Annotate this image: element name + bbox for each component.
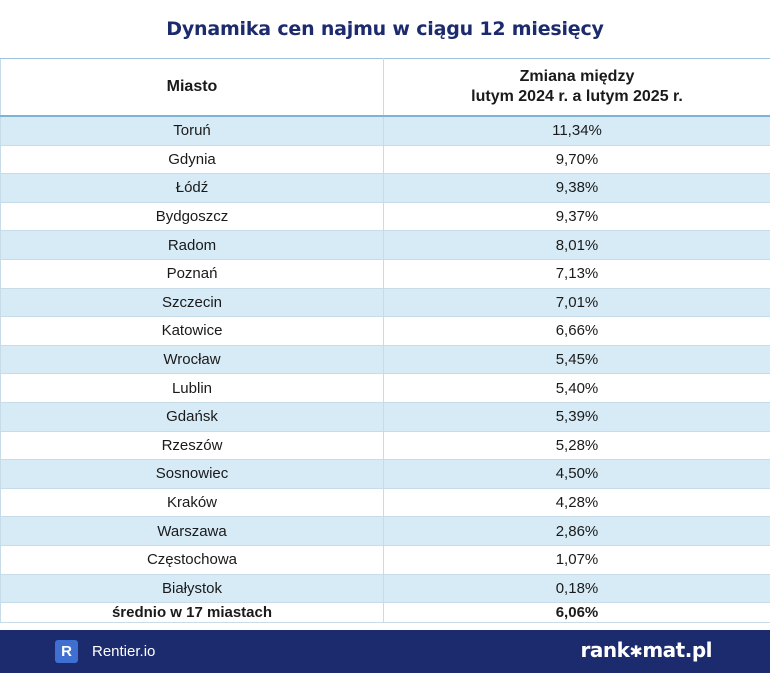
city-cell: Białystok	[0, 573, 384, 604]
change-cell: 0,18%	[383, 573, 770, 604]
header-city: Miasto	[0, 58, 384, 117]
city-cell: Warszawa	[0, 516, 384, 546]
change-cell: 9,70%	[383, 144, 770, 175]
city-cell: Poznań	[0, 258, 384, 289]
table-row: Wrocław 5,45%	[0, 344, 770, 375]
header-change: Zmiana między lutym 2024 r. a lutym 2025…	[383, 58, 770, 117]
header-change-line2: lutym 2024 r. a lutym 2025 r.	[471, 88, 683, 105]
change-cell: 5,28%	[383, 430, 770, 461]
table-row: Lublin 5,40%	[0, 373, 770, 403]
table-row: Gdynia 9,70%	[0, 144, 770, 175]
city-cell: Łódź	[0, 173, 384, 203]
city-cell: Rzeszów	[0, 430, 384, 461]
city-cell: Kraków	[0, 487, 384, 518]
table-row: Szczecin 7,01%	[0, 287, 770, 318]
change-cell: 5,39%	[383, 401, 770, 432]
footer-bar: R Rentier.io rank✱mat.pl	[0, 630, 770, 673]
change-cell: 9,37%	[383, 201, 770, 232]
average-row: średnio w 17 miastach 6,06%	[0, 602, 770, 624]
rankomat-logo-right: mat.pl	[642, 638, 712, 662]
change-cell: 5,40%	[383, 373, 770, 403]
change-cell: 7,01%	[383, 287, 770, 318]
change-cell: 1,07%	[383, 544, 770, 575]
change-cell: 6,66%	[383, 316, 770, 346]
table-row: Poznań 7,13%	[0, 258, 770, 289]
chart-title: Dynamika cen najmu w ciągu 12 miesięcy	[166, 18, 604, 40]
city-cell: Radom	[0, 230, 384, 260]
rentier-logo-icon: R	[55, 640, 78, 663]
rent-change-table: Miasto Zmiana między lutym 2024 r. a lut…	[0, 58, 770, 624]
city-cell: Szczecin	[0, 287, 384, 318]
rankomat-logo: rank✱mat.pl	[580, 638, 713, 662]
rankomat-logo-left: rank	[580, 638, 630, 662]
table-header-row: Miasto Zmiana między lutym 2024 r. a lut…	[0, 58, 770, 117]
city-cell: Wrocław	[0, 344, 384, 375]
table-row: Gdańsk 5,39%	[0, 401, 770, 432]
star-icon: ✱	[629, 642, 643, 661]
table-row: Białystok 0,18%	[0, 573, 770, 604]
city-cell: Lublin	[0, 373, 384, 403]
city-cell: Katowice	[0, 316, 384, 346]
city-cell: Gdańsk	[0, 401, 384, 432]
city-cell: Częstochowa	[0, 544, 384, 575]
table-row: Kraków 4,28%	[0, 487, 770, 518]
change-cell: 9,38%	[383, 173, 770, 203]
table-row: Rzeszów 5,28%	[0, 430, 770, 461]
city-cell: Bydgoszcz	[0, 201, 384, 232]
source-label: Rentier.io	[92, 643, 156, 660]
city-cell: Toruń	[0, 115, 384, 146]
table-row: Radom 8,01%	[0, 230, 770, 260]
header-change-line1: Zmiana między	[519, 68, 635, 85]
table-row: Katowice 6,66%	[0, 316, 770, 346]
table-body: Toruń 11,34% Gdynia 9,70% Łódź 9,38% Bydgoszcz…	[0, 115, 770, 624]
table-row: Warszawa 2,86%	[0, 516, 770, 546]
change-cell: 2,86%	[383, 516, 770, 546]
city-cell: Gdynia	[0, 144, 384, 175]
average-label: średnio w 17 miastach	[0, 602, 384, 624]
city-cell: Sosnowiec	[0, 459, 384, 489]
change-cell: 11,34%	[383, 115, 770, 146]
average-value: 6,06%	[383, 602, 770, 624]
change-cell: 8,01%	[383, 230, 770, 260]
change-cell: 5,45%	[383, 344, 770, 375]
table-row: Bydgoszcz 9,37%	[0, 201, 770, 232]
change-cell: 4,28%	[383, 487, 770, 518]
table-row: Łódź 9,38%	[0, 173, 770, 203]
change-cell: 7,13%	[383, 258, 770, 289]
change-cell: 4,50%	[383, 459, 770, 489]
table-row: Sosnowiec 4,50%	[0, 459, 770, 489]
table-row: Toruń 11,34%	[0, 115, 770, 146]
table-row: Częstochowa 1,07%	[0, 544, 770, 575]
